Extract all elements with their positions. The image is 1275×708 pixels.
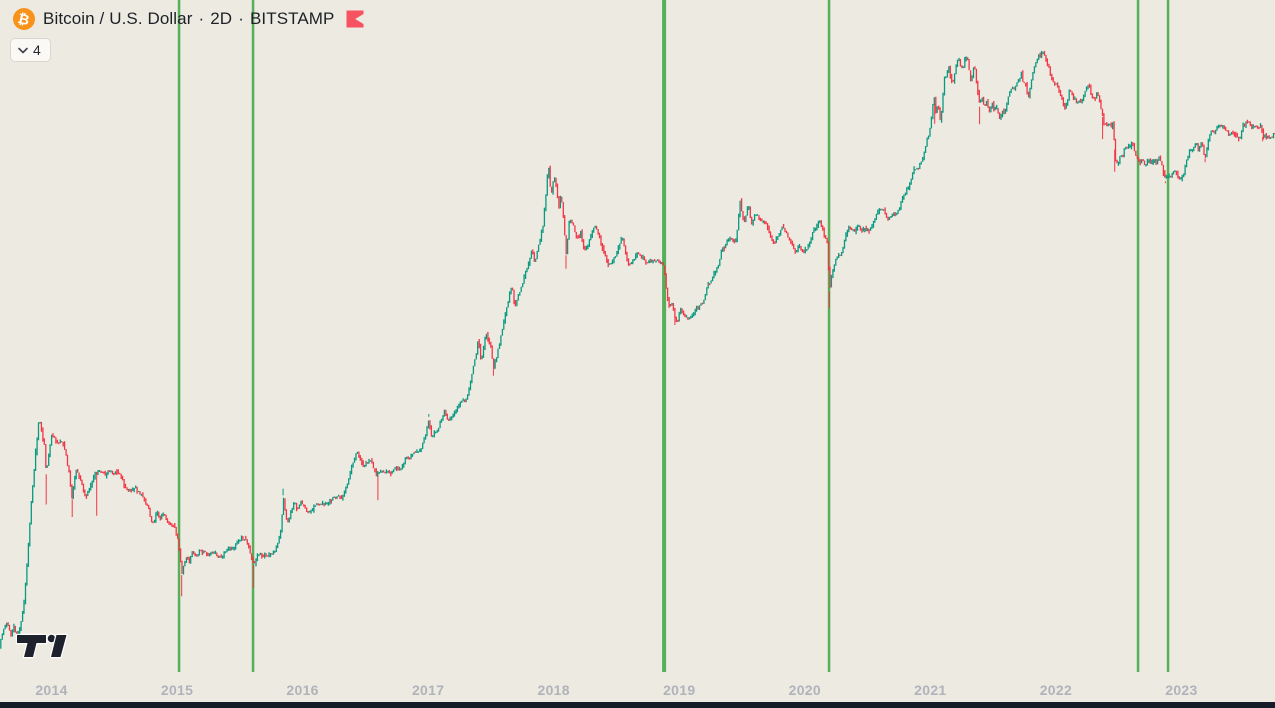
drawings-count: 4 bbox=[33, 42, 41, 58]
x-axis-year-label: 2019 bbox=[663, 682, 696, 698]
bitcoin-logo-icon: ₿ bbox=[13, 8, 35, 30]
x-axis-year-label: 2022 bbox=[1039, 682, 1073, 698]
exchange-label[interactable]: BITSTAMP bbox=[249, 9, 335, 28]
drawings-group-button[interactable]: 4 bbox=[10, 38, 51, 62]
symbol-header: ₿ Bitcoin / U.S. Dollar · 2D · BITSTAMP bbox=[13, 8, 364, 30]
vertical-line[interactable] bbox=[251, 0, 255, 672]
bottom-edge-bar bbox=[0, 702, 1275, 708]
flag-button[interactable] bbox=[346, 10, 364, 28]
separator-dot: · bbox=[238, 9, 244, 28]
bitcoin-glyph: ₿ bbox=[16, 9, 32, 29]
x-axis-year-label: 2015 bbox=[160, 682, 194, 698]
interval-label[interactable]: 2D bbox=[210, 9, 233, 28]
x-axis-year-label: 2017 bbox=[411, 682, 445, 698]
vertical-line-drawings[interactable] bbox=[177, 0, 1170, 672]
chevron-down-icon bbox=[18, 47, 28, 53]
x-axis-year-label: 2020 bbox=[788, 682, 821, 698]
vertical-line[interactable] bbox=[662, 0, 667, 672]
vertical-line[interactable] bbox=[1166, 0, 1170, 672]
x-axis-year-label: 2023 bbox=[1165, 682, 1198, 698]
vertical-line[interactable] bbox=[177, 0, 181, 672]
x-axis-year-label: 2016 bbox=[286, 682, 319, 698]
vertical-line[interactable] bbox=[827, 0, 831, 672]
symbol-name[interactable]: Bitcoin / U.S. Dollar bbox=[43, 9, 193, 28]
candlestick-series[interactable] bbox=[0, 50, 1275, 649]
separator-dot: · bbox=[198, 9, 205, 28]
vertical-line[interactable] bbox=[1136, 0, 1140, 672]
x-axis-year-label: 2018 bbox=[537, 682, 570, 698]
x-axis-year-label: 2014 bbox=[35, 682, 68, 698]
x-axis-year-label: 2021 bbox=[914, 682, 947, 698]
symbol-title[interactable]: Bitcoin / U.S. Dollar · 2D · BITSTAMP bbox=[43, 9, 335, 29]
tradingview-logo[interactable] bbox=[15, 632, 69, 660]
flag-icon bbox=[346, 10, 363, 28]
